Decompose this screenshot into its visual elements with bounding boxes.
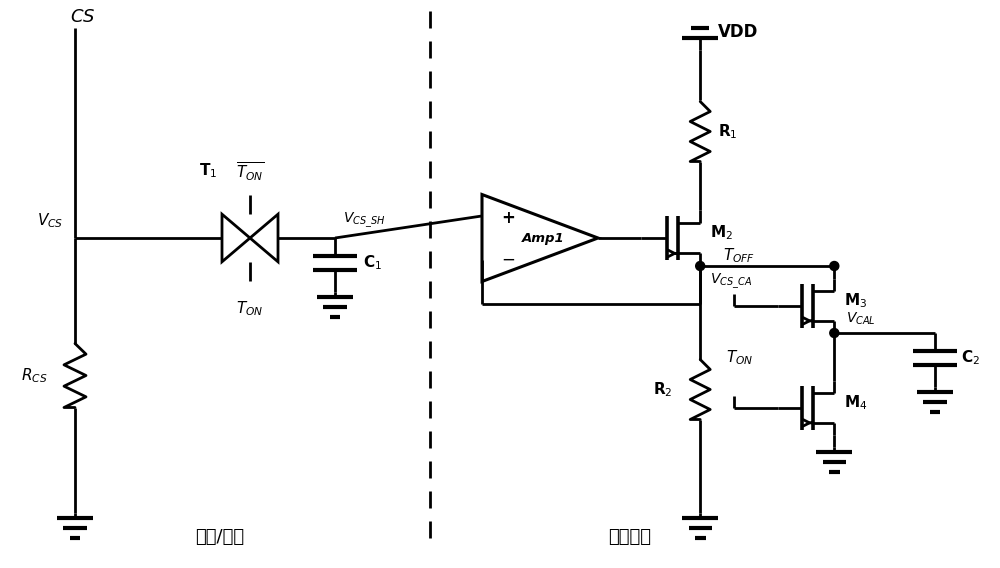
Text: R$_2$: R$_2$ <box>653 380 672 399</box>
Text: VDD: VDD <box>718 23 759 41</box>
Text: $V_{CS}$: $V_{CS}$ <box>37 211 63 230</box>
Text: 估算模块: 估算模块 <box>608 528 652 546</box>
Text: $V_{CS\_SH}$: $V_{CS\_SH}$ <box>343 211 386 230</box>
Text: $T_{ON}$: $T_{ON}$ <box>236 299 264 318</box>
Text: $V_{CS\_CA}$: $V_{CS\_CA}$ <box>710 272 752 291</box>
Circle shape <box>830 261 839 270</box>
Text: $R_{CS}$: $R_{CS}$ <box>21 366 47 385</box>
Text: $CS$: $CS$ <box>70 8 95 26</box>
Text: $T_{OFF}$: $T_{OFF}$ <box>723 247 755 265</box>
Text: 采样/保持: 采样/保持 <box>195 528 245 546</box>
Circle shape <box>696 261 705 270</box>
Text: C$_1$: C$_1$ <box>363 254 382 272</box>
Text: $-$: $-$ <box>501 249 515 268</box>
Text: R$_1$: R$_1$ <box>718 122 738 141</box>
Text: M$_4$: M$_4$ <box>844 394 868 412</box>
Text: M$_2$: M$_2$ <box>710 224 733 243</box>
Text: M$_3$: M$_3$ <box>844 291 868 310</box>
Text: $\overline{T_{ON}}$: $\overline{T_{ON}}$ <box>236 160 264 182</box>
Text: $V_{CAL}$: $V_{CAL}$ <box>846 311 876 327</box>
Text: +: + <box>501 208 515 227</box>
Text: C$_2$: C$_2$ <box>961 349 980 367</box>
Circle shape <box>830 328 839 337</box>
Text: $T_{ON}$: $T_{ON}$ <box>726 349 753 367</box>
Text: T$_1$: T$_1$ <box>199 161 217 180</box>
Text: Amp1: Amp1 <box>522 232 564 244</box>
